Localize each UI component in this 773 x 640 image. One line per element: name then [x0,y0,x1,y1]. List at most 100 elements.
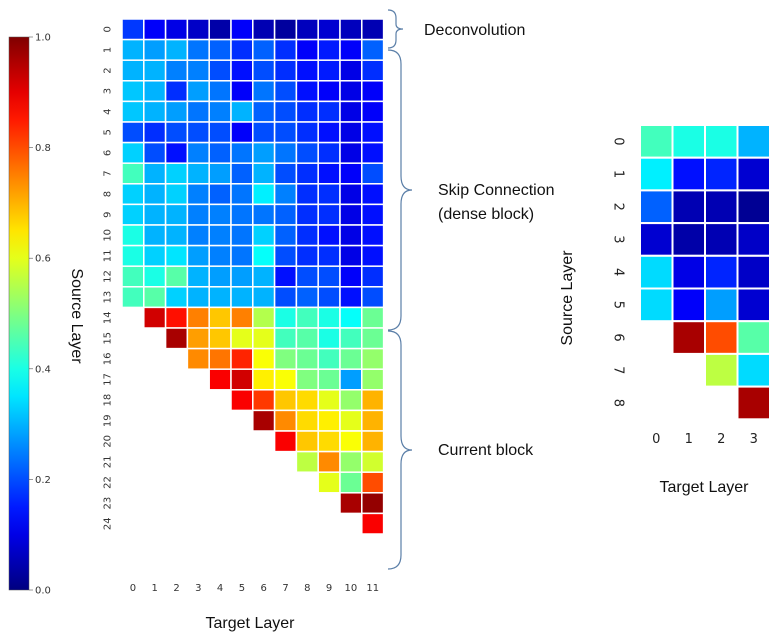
colorbar-tick-label: 0.4 [35,364,51,375]
heatmap-cell [317,18,341,41]
heatmap-cell [317,347,341,370]
heatmap-cell [230,244,254,267]
heatmap-cell [186,183,210,206]
heatmap-cell [230,347,254,370]
heatmap-cell [361,18,385,41]
heatmap-cell [230,224,254,247]
heatmap-cell [121,80,145,103]
small-heatmap: 0 1 2 3 0 1 2 3 4 5 6 7 8 Target Layer Source Layer [559,124,771,496]
heatmap-cell [230,265,254,288]
heatmap-cell [252,286,276,309]
heatmap-cell [273,327,298,350]
heatmap-cell [295,327,319,350]
heatmap-cell [639,124,674,159]
heatmap-cell [208,100,232,123]
heatmap-cell [361,224,385,247]
heatmap-cell [361,244,385,267]
heatmap-cell [208,286,232,309]
y-tick-label: 2 [611,203,626,211]
heatmap-cell [639,222,674,257]
heatmap-cell [252,38,276,61]
y-tick-label: 17 [103,373,114,386]
heatmap-cell [252,141,276,164]
heatmap-cell [143,224,167,247]
heatmap-cell [252,100,276,123]
heatmap-cell [704,124,739,159]
heatmap-cell [273,430,298,453]
heatmap-cell [317,80,341,103]
heatmap-cell [361,492,385,515]
heatmap-cell [671,156,706,192]
y-tick-label: 1 [103,47,114,53]
heatmap-cell [339,368,363,391]
heatmap-cell [295,203,319,226]
small-xlabel: Target Layer [660,479,750,496]
annotations: Deconvolution Skip Connection (dense blo… [387,9,555,570]
heatmap-cell [639,287,674,323]
y-tick-label: 18 [103,394,114,407]
brace-deconvolution [387,9,404,49]
heatmap-cell [230,368,254,391]
heatmap-cell [736,352,771,388]
heatmap-cell [121,18,145,41]
heatmap-cell [339,121,363,144]
heatmap-cell [361,409,385,432]
heatmap-cell [186,59,210,82]
heatmap-cell [121,286,145,309]
y-tick-label: 4 [103,109,114,115]
heatmap-cell [339,80,363,103]
heatmap-cell [317,450,341,473]
heatmap-cell [339,38,363,61]
y-tick-label: 8 [611,399,626,407]
heatmap-cell [164,244,189,267]
y-tick-label: 13 [103,291,114,304]
heatmap-cell [639,254,674,290]
heatmap-cell [143,203,167,226]
heatmap-cell [361,306,385,329]
heatmap-cell [164,59,189,82]
heatmap-cell [273,38,298,61]
heatmap-cell [704,352,739,388]
heatmap-cell [317,162,341,185]
brace-current-block [387,330,413,570]
heatmap-cell [143,38,167,61]
heatmap-cell [273,162,298,185]
heatmap-cell [230,121,254,144]
x-tick-label: 3 [750,432,758,447]
heatmap-cell [339,389,363,412]
heatmap-cell [208,327,232,350]
heatmap-cell [143,183,167,206]
heatmap-cell [317,100,341,123]
heatmap-cell [273,265,298,288]
heatmap-cell [252,203,276,226]
heatmap-cell [230,80,254,103]
y-tick-label: 7 [611,366,626,374]
heatmap-cell [295,430,319,453]
colorbar-label: Source Layer [68,268,85,364]
brace-skip-connection [387,49,413,331]
heatmap-cell [230,162,254,185]
x-tick-label: 2 [173,583,179,594]
heatmap-cell [339,100,363,123]
heatmap-cell [208,224,232,247]
heatmap-cell [317,203,341,226]
heatmap-cell [164,265,189,288]
heatmap-cell [186,203,210,226]
heatmap-cell [273,409,298,432]
heatmap-cell [230,59,254,82]
heatmap-cell [339,327,363,350]
heatmap-cell [252,80,276,103]
heatmap-cell [361,430,385,453]
y-tick-label: 3 [103,88,114,94]
heatmap-cell [208,38,232,61]
heatmap-cell [361,38,385,61]
annotation-deconvolution: Deconvolution [424,22,525,39]
x-tick-label: 0 [130,583,136,594]
heatmap-cell [361,141,385,164]
y-tick-label: 0 [611,137,626,145]
heatmap-cell [230,100,254,123]
heatmap-cell [143,265,167,288]
heatmap-cell [121,162,145,185]
heatmap-cell [186,306,210,329]
heatmap-cell [273,389,298,412]
